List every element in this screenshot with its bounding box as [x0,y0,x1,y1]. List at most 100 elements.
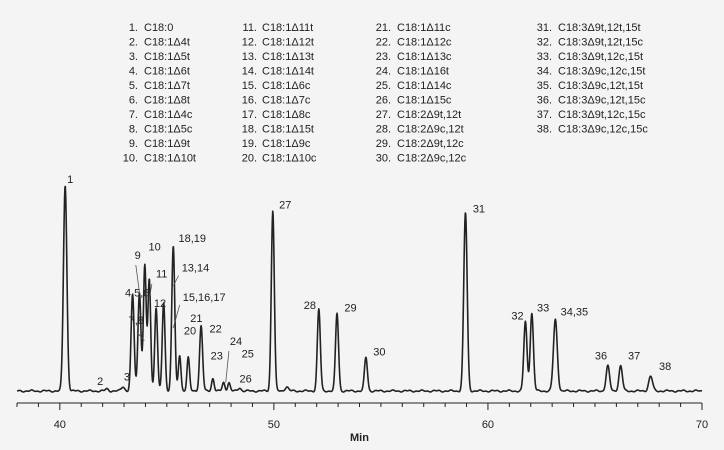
peak-label: 4,5,6 [125,288,149,300]
leader-line [135,264,140,293]
peak-labels: 12 34,5,67,8910111218,1913,1415,16,172021… [67,174,671,388]
legend-compound: C18:1Δ4t [144,37,190,49]
legend-number: 1. [129,22,138,34]
legend-compound: C18:3Δ9c,12c,15t [558,66,645,78]
legend-number: 30. [376,153,391,165]
legend-compound: C18:1Δ11t [262,22,313,34]
legend-compound: C18:3Δ9c,12t,15t [558,80,643,92]
legend-compound: C18:1Δ15t [262,124,314,136]
legend-number: 37. [537,109,552,121]
legend-compound: C18:1Δ14t [262,66,314,78]
peak-label: 2 [97,376,103,388]
legend-number: 21. [376,22,391,34]
peak-label: 24 [230,336,242,348]
legend-compound: C18:1Δ10t [144,153,196,165]
peak-label: 38 [659,361,671,373]
legend-compound: C18:1Δ14c [397,80,452,92]
legend-number: 26. [376,95,391,107]
peak-label: 33 [537,302,549,314]
peak-label: 11 [156,269,167,281]
legend-compound: C18:1Δ11c [397,22,451,34]
leader-line [136,331,145,341]
legend-compound: C18:3Δ9t,12c,15t [558,51,643,63]
legend-compound: C18:1Δ6t [144,66,190,78]
peak-label: 1 [67,174,73,186]
legend-number: 8. [129,124,138,136]
tick-label: 70 [696,419,708,431]
legend-number: 23. [376,51,391,63]
legend-compound: C18:1Δ13c [397,51,452,63]
legend-compound: C18:1Δ12c [397,37,452,49]
legend-compound: C18:2Δ9t,12c [397,138,464,150]
legend-compound: C18:0 [144,22,173,34]
legend-number: 6. [129,95,138,107]
peak-label: 22 [210,323,222,335]
legend-compound: C18:1Δ7t [144,80,190,92]
legend-compound: C18:3Δ9t,12t,15t [558,22,641,34]
peak-legend: 1. C18:0 2. C18:1Δ4t 3. C18:1Δ5t 4. C18:1Δ6t 5. C… [123,22,649,165]
peak-label: 20 [184,325,196,337]
x-axis: 40 50 60 70 Min [16,402,708,444]
peak-label: 31 [473,204,485,216]
plot-area: 12 34,5,67,8910111218,1913,1415,16,172021… [16,174,703,393]
legend-compound: C18:1Δ15c [397,95,452,107]
leader-line [172,275,179,287]
legend-compound: C18:1Δ4c [144,109,193,121]
peak-label: 28 [304,300,316,312]
legend-compound: C18:2Δ9c,12c [397,153,467,165]
legend-number: 22. [376,37,391,49]
legend-compound: C18:1Δ8c [262,109,311,121]
peak-label: 36 [595,351,607,363]
legend-compound: C18:3Δ9t,12t,15c [558,37,644,49]
legend-number: 31. [537,22,552,34]
peak-label: 30 [373,346,385,358]
legend-number: 36. [537,95,552,107]
legend-number: 2. [129,37,138,49]
legend-number: 4. [129,66,138,78]
legend-number: 16. [242,95,257,107]
legend-compound: C18:3Δ9t,12c,15c [558,109,646,121]
legend-number: 18. [242,124,257,136]
peak-label: 12 [154,298,166,310]
legend-number: 17. [242,109,257,121]
legend-number: 14. [242,66,257,78]
legend-number: 27. [376,109,391,121]
peak-label: 37 [628,351,640,363]
legend-number: 3. [129,51,138,63]
leader-line [148,283,153,299]
legend-number: 24. [376,66,391,78]
legend-number: 7. [129,109,138,121]
legend-number: 20. [242,153,257,165]
peak-label: 29 [344,302,356,314]
legend-compound: C18:3Δ9c,12t,15c [558,95,646,107]
peak-label: 3 [124,372,130,384]
legend-number: 10. [123,153,138,165]
peak-label: 32 [511,311,523,323]
peak-label: 9 [135,250,141,262]
legend-compound: C18:1Δ5t [144,51,190,63]
legend-compound: C18:1Δ7c [262,95,311,107]
legend-number: 28. [376,124,391,136]
peak-label: 15,16,17 [183,292,226,304]
legend-compound: C18:1Δ9t [144,138,190,150]
leader-line [172,304,181,329]
legend-number: 32. [537,37,552,49]
peak-label: 26 [239,374,251,386]
leader-line [225,351,230,383]
legend-number: 12. [242,37,257,49]
legend-compound: C18:1Δ16t [397,66,449,78]
peak-label: 25 [242,349,254,361]
legend-compound: C18:1Δ10c [262,153,317,165]
legend-compound: C18:1Δ5c [144,124,193,136]
tick-label: 50 [268,419,280,431]
tick-label: 40 [54,419,66,431]
x-axis-ticks: 40 50 60 70 [16,403,708,431]
legend-number: 11. [243,22,257,34]
legend-compound: C18:1Δ12t [262,37,314,49]
legend-number: 25. [376,80,391,92]
peak-label: 23 [211,351,223,363]
x-axis-title: Min [350,432,369,444]
legend-compound: C18:1Δ9c [262,138,311,150]
peak-label: 13,14 [182,262,210,274]
